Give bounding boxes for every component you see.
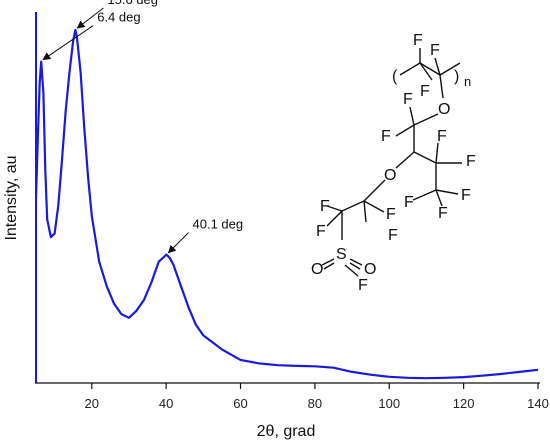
paren-close: ) [454, 68, 459, 85]
x-tick-label: 120 [453, 396, 475, 411]
atom-f: F [466, 153, 476, 170]
atom-f: F [358, 277, 368, 294]
atom-f: F [461, 187, 471, 204]
paren-open: ( [392, 68, 398, 85]
annotation-arrow [167, 232, 189, 254]
atom-f: F [430, 42, 440, 59]
atom-o: O [311, 261, 323, 278]
x-tick-label: 140 [527, 396, 549, 411]
atom-o: O [384, 167, 396, 184]
atom-f: F [386, 206, 396, 223]
annotation-label: 15.6 deg [107, 0, 158, 7]
x-tick-label: 60 [233, 396, 247, 411]
x-tick-labels: 20 40 60 80 100 120 140 [85, 396, 549, 411]
annotation-label: 6.4 deg [97, 10, 140, 25]
annotation-arrow [76, 7, 104, 29]
y-axis-title: Intensity, au [3, 155, 20, 240]
x-tick-label: 80 [308, 396, 322, 411]
atom-o: O [364, 261, 376, 278]
subscript-n: n [464, 74, 471, 89]
annotation-arrow [42, 25, 94, 61]
x-axis-title: 2θ, grad [257, 423, 316, 440]
atom-f: F [381, 128, 391, 145]
atom-f: F [438, 205, 448, 222]
atom-f: F [320, 198, 330, 215]
x-ticks [91, 383, 539, 389]
atom-f: F [403, 91, 413, 108]
annotation-label: 40.1 deg [193, 217, 244, 232]
atom-f: F [420, 83, 430, 100]
atom-o: O [438, 101, 450, 118]
atom-f: F [316, 223, 326, 240]
atom-f: F [388, 227, 398, 244]
series-line [34, 28, 539, 380]
atom-f: F [404, 194, 414, 211]
peak-annotations: 15.6 deg 6.4 deg 40.1 deg [42, 0, 244, 254]
atom-s: S [336, 246, 347, 263]
chemical-structure: ( ) n F F F O F F F O F F F F [311, 32, 476, 294]
x-tick-label: 40 [159, 396, 173, 411]
x-tick-label: 20 [85, 396, 99, 411]
atom-f: F [413, 32, 423, 49]
x-tick-label: 100 [378, 396, 400, 411]
atom-f: F [437, 128, 447, 145]
